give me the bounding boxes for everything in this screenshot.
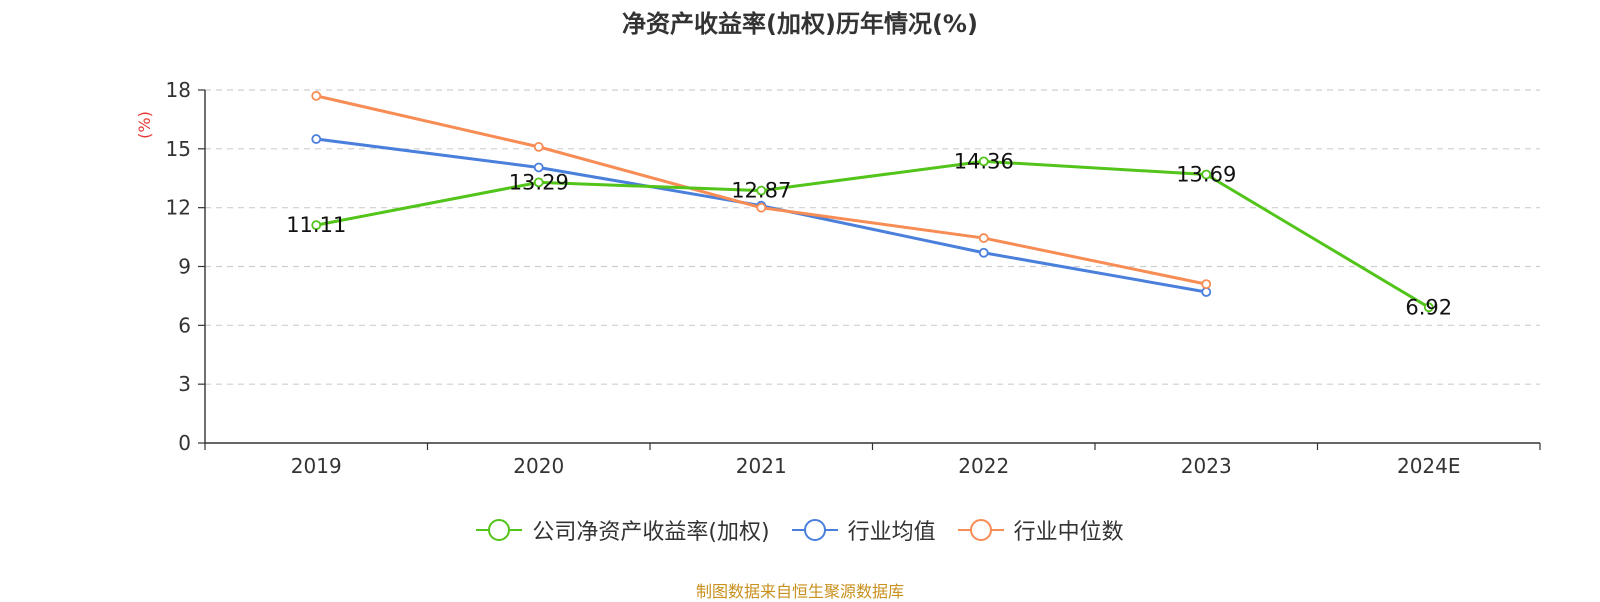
y-tick-label: 3 (178, 372, 191, 396)
data-point (311, 90, 322, 101)
data-label: 12.87 (731, 179, 791, 203)
legend-marker-icon (791, 519, 838, 541)
x-tick-label: 2022 (958, 454, 1009, 478)
data-point (1201, 169, 1212, 180)
legend-label: 公司净资产收益率(加权) (532, 520, 770, 545)
y-tick-label: 15 (166, 137, 191, 161)
y-tick-label: 6 (178, 313, 191, 337)
y-axis-label: (%) (135, 111, 154, 139)
y-tick-label: 12 (166, 196, 191, 220)
data-point (1423, 302, 1434, 313)
series-line-1 (316, 137, 1207, 294)
data-label: 13.29 (509, 170, 569, 194)
series-line-0 (315, 159, 1430, 309)
legend-item[interactable]: 行业均值 (791, 514, 936, 546)
y-tick-label: 0 (178, 431, 191, 455)
data-point (978, 156, 989, 167)
data-label: 11.11 (286, 213, 346, 237)
legend-label: 行业均值 (847, 520, 936, 545)
y-tick-label: 9 (178, 255, 191, 279)
source-note: 制图数据来自恒生聚源数据库 (695, 582, 904, 601)
data-point (1201, 279, 1212, 290)
legend-marker-icon (957, 519, 1004, 541)
data-point (533, 141, 544, 152)
data-label: 14.36 (954, 149, 1014, 173)
x-tick-label: 2019 (291, 454, 342, 478)
x-tick-label: 2020 (513, 454, 564, 478)
y-tick-label: 18 (166, 78, 191, 102)
data-label: 13.69 (1176, 163, 1236, 187)
data-point (978, 233, 989, 243)
data-label: 6.92 (1405, 295, 1452, 319)
chart-legend: 公司净资产收益率(加权) 行业均值 行业中位数 (0, 514, 1600, 546)
legend-item[interactable]: 公司净资产收益率(加权) (476, 514, 770, 546)
legend-label: 行业中位数 (1013, 520, 1124, 545)
data-point (1201, 287, 1212, 297)
legend-item[interactable]: 行业中位数 (957, 514, 1124, 546)
data-point (533, 177, 544, 188)
data-point (756, 202, 767, 213)
x-tick-label: 2024E (1397, 454, 1461, 478)
x-tick-label: 2021 (736, 454, 787, 478)
legend-marker-icon (476, 519, 523, 541)
data-point (978, 247, 989, 258)
data-point (756, 185, 767, 196)
data-point (311, 220, 322, 231)
chart-title: 净资产收益率(加权)历年情况(%) (622, 10, 978, 38)
data-point (533, 162, 544, 173)
data-point (311, 134, 322, 144)
x-tick-label: 2023 (1181, 454, 1232, 478)
